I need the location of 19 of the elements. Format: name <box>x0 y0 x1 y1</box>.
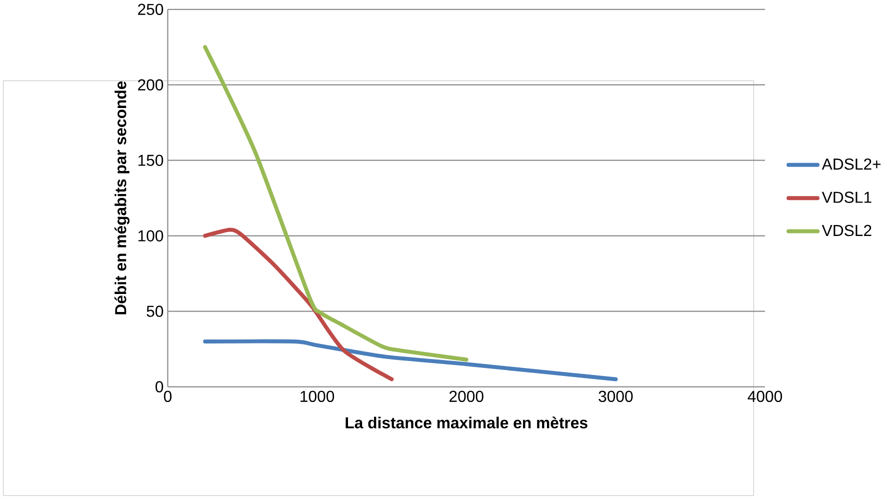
y-axis-title: Débit en mégabits par seconde <box>114 81 130 314</box>
legend-label: ADSL2+ <box>822 158 881 170</box>
y-tick-label: 0 <box>156 381 164 392</box>
legend-label: VDSL2 <box>822 224 872 236</box>
x-tick-label: 2000 <box>450 390 484 402</box>
y-tick-label: 250 <box>138 4 164 16</box>
x-tick-label: 0 <box>164 390 172 402</box>
line-series <box>203 45 468 362</box>
legend-label: VDSL1 <box>822 192 872 203</box>
line-series <box>203 339 618 382</box>
line-series <box>203 228 394 382</box>
y-tick-label: 150 <box>138 154 164 166</box>
y-tick-label: 50 <box>146 306 164 317</box>
x-tick-label: 4000 <box>748 390 782 402</box>
y-tick-label: 200 <box>138 79 164 90</box>
y-tick-label: 100 <box>138 230 164 242</box>
x-tick-label: 3000 <box>598 390 633 402</box>
x-tick-label: 1000 <box>300 390 334 402</box>
x-axis-title: La distance maximale en mètres <box>346 416 588 428</box>
